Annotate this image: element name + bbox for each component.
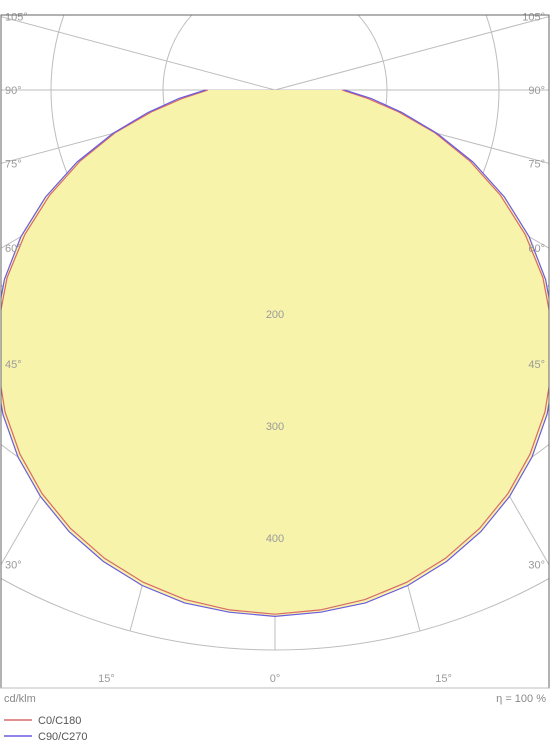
angle-label: 60° — [528, 243, 545, 255]
angle-label: 0° — [270, 673, 281, 685]
legend-label: C90/C270 — [38, 731, 88, 743]
angle-label: 90° — [5, 85, 22, 97]
angle-label: 30° — [528, 560, 545, 572]
angle-label: 15° — [435, 673, 452, 685]
polar-spoke — [0, 0, 275, 90]
angle-label: 75° — [5, 158, 22, 170]
legend-label: C0/C180 — [38, 715, 81, 727]
footer-left-label: cd/klm — [4, 693, 36, 705]
angle-label: 105° — [5, 12, 28, 24]
ring-label: 200 — [266, 309, 284, 321]
angle-label: 45° — [5, 359, 22, 371]
polar-spoke — [275, 0, 550, 90]
ring-label: 400 — [266, 533, 284, 545]
ring-label: 300 — [266, 421, 284, 433]
angle-label: 105° — [522, 12, 545, 24]
angle-label: 15° — [98, 673, 115, 685]
angle-label: 30° — [5, 560, 22, 572]
footer-right-label: η = 100 % — [496, 693, 546, 705]
angle-label: 90° — [528, 85, 545, 97]
angle-label: 75° — [528, 158, 545, 170]
angle-label: 60° — [5, 243, 22, 255]
angle-label: 45° — [528, 359, 545, 371]
